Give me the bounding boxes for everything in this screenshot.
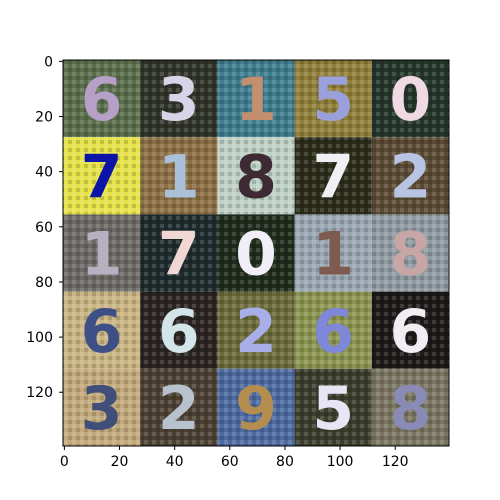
digit-tile-digit: 9 bbox=[235, 374, 277, 444]
y-tick-label: 80 bbox=[35, 275, 53, 291]
y-axis: 0 20 40 60 80 100 120 bbox=[26, 54, 63, 401]
digit-tile-digit: 2 bbox=[390, 142, 432, 212]
y-tick-label: 40 bbox=[35, 165, 53, 181]
y-tick-label: 20 bbox=[35, 110, 53, 126]
x-tick-label: 60 bbox=[221, 454, 239, 470]
x-tick-label: 0 bbox=[60, 454, 69, 470]
digit-tile: 7 bbox=[294, 137, 372, 215]
digit-tile-digit: 6 bbox=[158, 297, 200, 367]
digit-tile: 7 bbox=[140, 214, 218, 292]
digit-tile-digit: 6 bbox=[81, 65, 123, 135]
digit-tile-texture bbox=[140, 137, 218, 215]
digit-tile-digit: 1 bbox=[158, 142, 200, 212]
digit-tile: 2 bbox=[371, 137, 449, 215]
digit-tile-texture bbox=[140, 214, 218, 292]
digit-tile: 5 bbox=[294, 368, 372, 446]
digit-tile-texture bbox=[140, 60, 218, 138]
digit-tile-texture bbox=[217, 368, 295, 446]
x-tick-label: 100 bbox=[327, 454, 354, 470]
digit-tile-digit: 8 bbox=[390, 374, 432, 444]
digit-tile: 8 bbox=[371, 214, 449, 292]
digit-tile-digit: 8 bbox=[235, 142, 277, 212]
y-tick-label: 100 bbox=[26, 330, 53, 346]
digit-tile-texture bbox=[63, 291, 141, 369]
digit-tile-digit: 6 bbox=[312, 297, 354, 367]
x-tick-label: 20 bbox=[111, 454, 129, 470]
digit-tile-texture bbox=[63, 137, 141, 215]
y-tick-label: 0 bbox=[44, 54, 53, 70]
digit-tile-digit: 6 bbox=[390, 297, 432, 367]
digit-tile: 2 bbox=[140, 368, 218, 446]
x-tick-label: 120 bbox=[382, 454, 409, 470]
digit-tile-digit: 1 bbox=[312, 220, 354, 290]
digit-tile: 1 bbox=[294, 214, 372, 292]
x-axis: 0 20 40 60 80 100 120 bbox=[60, 446, 409, 470]
y-tick-label: 60 bbox=[35, 220, 53, 236]
digit-tile: 3 bbox=[63, 368, 141, 446]
y-tick-label: 120 bbox=[26, 385, 53, 401]
digit-tile-digit: 8 bbox=[390, 220, 432, 290]
digit-tile: 6 bbox=[63, 291, 141, 369]
digit-tile-texture bbox=[371, 368, 449, 446]
digit-tile-texture bbox=[294, 137, 372, 215]
digit-tile-texture bbox=[217, 137, 295, 215]
digit-tile-texture bbox=[294, 60, 372, 138]
digit-tile-texture bbox=[217, 60, 295, 138]
tiles-layer: 6 3 1 5 07 1 8 7 21 7 0 1 86 6 2 6 63 2 9 5 8 bbox=[63, 60, 449, 446]
digit-tile: 6 bbox=[294, 291, 372, 369]
digit-tile-texture bbox=[371, 291, 449, 369]
digit-tile-texture bbox=[371, 214, 449, 292]
digit-tile: 1 bbox=[140, 137, 218, 215]
digit-tile-digit: 0 bbox=[235, 220, 277, 290]
digit-tile-texture bbox=[217, 214, 295, 292]
digit-tile-texture bbox=[371, 60, 449, 138]
digit-tile: 2 bbox=[217, 291, 295, 369]
digit-tile-texture bbox=[294, 368, 372, 446]
digit-tile: 6 bbox=[371, 291, 449, 369]
digit-tile-digit: 6 bbox=[81, 297, 123, 367]
digit-tile-digit: 1 bbox=[235, 65, 277, 135]
digit-tile-digit: 1 bbox=[81, 220, 123, 290]
digit-tile-digit: 2 bbox=[158, 374, 200, 444]
digit-tile-texture bbox=[63, 60, 141, 138]
digit-tile-digit: 3 bbox=[158, 65, 200, 135]
digit-tile: 5 bbox=[294, 60, 372, 138]
digit-tile: 8 bbox=[217, 137, 295, 215]
digit-tile-texture bbox=[294, 291, 372, 369]
axes-frame bbox=[62, 59, 450, 447]
digit-tile: 0 bbox=[371, 60, 449, 138]
digit-tile: 6 bbox=[140, 291, 218, 369]
digit-tile-digit: 3 bbox=[81, 374, 123, 444]
digit-tile-texture bbox=[217, 291, 295, 369]
digit-tile-texture bbox=[294, 214, 372, 292]
digit-tile: 1 bbox=[63, 214, 141, 292]
digit-tile-texture bbox=[63, 214, 141, 292]
digit-tile: 0 bbox=[217, 214, 295, 292]
digit-tile-texture bbox=[371, 137, 449, 215]
digit-tile-texture bbox=[140, 368, 218, 446]
digit-tile-digit: 2 bbox=[235, 297, 277, 367]
digit-tile-digit: 7 bbox=[312, 142, 354, 212]
digit-tile-texture bbox=[63, 368, 141, 446]
digit-tile-digit: 5 bbox=[312, 65, 354, 135]
digit-tile: 7 bbox=[63, 137, 141, 215]
x-tick-label: 40 bbox=[166, 454, 184, 470]
digit-tile: 6 bbox=[63, 60, 141, 138]
digit-tile: 9 bbox=[217, 368, 295, 446]
digit-tile-digit: 5 bbox=[312, 374, 354, 444]
digit-tile-digit: 0 bbox=[390, 65, 432, 135]
digit-tile-texture bbox=[140, 291, 218, 369]
digit-tile: 8 bbox=[371, 368, 449, 446]
digit-tile-digit: 7 bbox=[81, 142, 123, 212]
x-tick-label: 80 bbox=[276, 454, 294, 470]
digit-tile: 3 bbox=[140, 60, 218, 138]
digit-tile: 1 bbox=[217, 60, 295, 138]
digit-tile-digit: 7 bbox=[158, 220, 200, 290]
